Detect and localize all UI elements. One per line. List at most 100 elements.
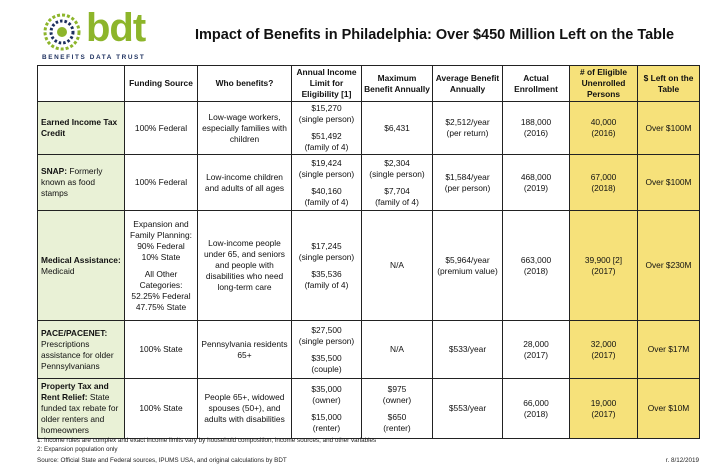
max-note: (owner) (382, 394, 412, 405)
left-on-table-cell: Over $100M (637, 101, 700, 155)
program-cell: PACE/PACENET: Prescriptions assistance f… (37, 320, 125, 379)
header-income-limit: Annual Income Limit for Eligibility [1] (291, 65, 362, 102)
limit-value: $19,424 (311, 157, 342, 168)
funding-line: 52.25% Federal (131, 290, 191, 301)
limit-value: $35,000 (311, 383, 342, 394)
left-on-table-cell: Over $100M (637, 154, 700, 211)
limit-note: (owner) (312, 394, 341, 405)
unenrolled-value: 19,000 (590, 397, 617, 408)
limit-note: (couple) (311, 363, 342, 374)
enrollment-cell: 468,000 (2019) (502, 154, 570, 211)
unenrolled-year: (2017) (591, 349, 616, 360)
program-cell: Earned Income Tax Credit (37, 101, 125, 155)
enroll-value: 66,000 (523, 397, 549, 408)
enroll-value: 468,000 (520, 171, 552, 182)
who-cell: People 65+, widowed spouses (50+), and a… (197, 378, 292, 439)
program-description: Formerly known as food stamps (41, 166, 103, 198)
limit-value: $27,500 (311, 324, 342, 335)
avg-note: (per return) (446, 128, 489, 138)
logo-subtitle: BENEFITS DATA TRUST (42, 54, 146, 61)
limit-value: $17,245 (311, 240, 342, 251)
limit-value: $51,492 (311, 131, 342, 141)
program-name: Property Tax and Rent Relief: (41, 381, 109, 402)
unenrolled-cell: 39,900 [2] (2017) (569, 210, 638, 321)
limit-note: (family of 4) (304, 196, 349, 207)
program-cell: Property Tax and Rent Relief: State fund… (37, 378, 125, 439)
left-on-table-cell: Over $10M (637, 378, 700, 439)
funding-line: All Other (144, 268, 178, 279)
enroll-year: (2018) (523, 408, 549, 419)
footnote-2: 2: Expansion population only (37, 446, 118, 453)
max-benefit-cell: $975 (owner) $650 (renter) (361, 378, 433, 439)
header-row: Funding Source Who benefits? Annual Inco… (37, 65, 700, 102)
avg-benefit-cell: $553/year (432, 378, 503, 439)
funding-cell: 100% State (124, 378, 198, 439)
enroll-year: (2016) (523, 128, 549, 138)
program-name: Medical Assistance: (41, 254, 121, 265)
enroll-value: 188,000 (520, 117, 552, 127)
header-program (37, 65, 125, 102)
unenrolled-value: 40,000 (590, 117, 617, 127)
enroll-year: (2018) (523, 265, 549, 276)
avg-benefit-cell: $2,512/year (per return) (432, 101, 503, 155)
unenrolled-cell: 32,000 (2017) (569, 320, 638, 379)
program-description: Prescriptions assistance for older Penns… (41, 338, 114, 371)
limit-value: $15,270 (311, 103, 342, 113)
avg-value: $2,512/year (445, 117, 490, 127)
max-value: $650 (387, 411, 407, 422)
logo-wordmark: bdt (86, 6, 146, 50)
unenrolled-cell: 40,000 (2016) (569, 101, 638, 155)
funding-cell: 100% State (124, 320, 198, 379)
unenrolled-year: (2017) (591, 408, 616, 419)
income-limit-cell: $17,245 (single person) $35,536 (family of … (291, 210, 362, 321)
limit-note: (single person) (298, 114, 355, 124)
funding-line: 10% State (141, 251, 181, 262)
funding-line: Expansion and (133, 218, 189, 229)
program-cell: Medical Assistance: Medicaid (37, 210, 125, 321)
enrollment-cell: 66,000 (2018) (502, 378, 570, 439)
unenrolled-year: (2017) (591, 265, 616, 276)
enroll-year: (2019) (523, 182, 549, 193)
max-benefit-cell: $6,431 (361, 101, 433, 155)
limit-note: (family of 4) (304, 142, 349, 152)
enrollment-cell: 28,000 (2017) (502, 320, 570, 379)
revision-date: r. 8/12/2019 (665, 457, 699, 464)
funding-line: 90% Federal (137, 240, 185, 251)
max-benefit-cell: N/A (361, 320, 433, 379)
program-name: PACE/PACENET: (41, 327, 108, 338)
unenrolled-year: (2016) (591, 128, 616, 138)
income-limit-cell: $15,270 (single person) $51,492 (family of … (291, 101, 362, 155)
limit-note: (single person) (298, 335, 355, 346)
unenrolled-value: 67,000 (590, 171, 617, 182)
bdt-logo: bdt BENEFITS DATA TRUST (42, 6, 192, 62)
program-name: Earned Income Tax Credit (41, 117, 118, 138)
limit-note: (single person) (298, 168, 355, 179)
avg-value: $1,584/year (445, 171, 490, 182)
funding-line: 47.75% State (135, 301, 187, 312)
funding-line: Family Planning: (130, 229, 192, 240)
program-cell: SNAP: Formerly known as food stamps (37, 154, 125, 211)
page-title: Impact of Benefits in Philadelphia: Over… (195, 27, 675, 43)
enroll-year: (2017) (523, 349, 549, 360)
limit-note: (renter) (312, 422, 341, 433)
limit-note: (family of 4) (304, 279, 349, 290)
logo-circle-icon (43, 13, 81, 51)
avg-value: $553/year (448, 403, 487, 413)
max-value: N/A (390, 260, 404, 270)
who-cell: Low-income children and adults of all ag… (197, 154, 292, 211)
funding-cell: 100% Federal (124, 154, 198, 211)
table-row: Property Tax and Rent Relief: State fund… (37, 378, 700, 439)
unenrolled-cell: 19,000 (2017) (569, 378, 638, 439)
avg-note: (per person) (444, 182, 491, 193)
who-cell: Pennsylvania residents 65+ (197, 320, 292, 379)
program-name: SNAP: (41, 166, 68, 176)
enrollment-cell: 663,000 (2018) (502, 210, 570, 321)
header-left-on-table: $ Left on the Table (637, 65, 700, 102)
max-value: $7,704 (384, 185, 410, 196)
unenrolled-cell: 67,000 (2018) (569, 154, 638, 211)
header-who-benefits: Who benefits? (197, 65, 292, 102)
enroll-value: 28,000 (523, 338, 549, 349)
limit-note: (single person) (298, 251, 355, 262)
header-actual-enrollment: Actual Enrollment (502, 65, 570, 102)
max-benefit-cell: $2,304 (single person) $7,704 (family of 4) (361, 154, 433, 211)
